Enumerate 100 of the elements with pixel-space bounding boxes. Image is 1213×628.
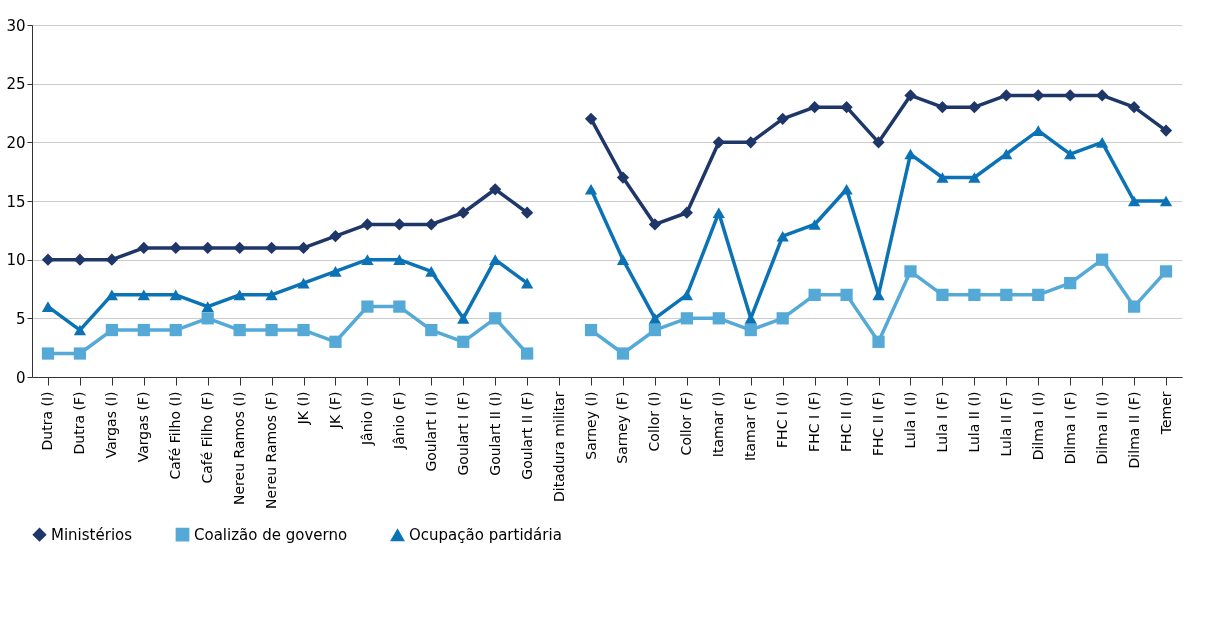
x-tick-label: Itamar (I) — [710, 391, 727, 458]
point — [521, 347, 534, 360]
point — [425, 218, 438, 231]
point — [648, 323, 662, 337]
point — [584, 323, 598, 337]
point — [521, 277, 534, 289]
point — [904, 89, 917, 102]
point — [425, 266, 438, 277]
point — [425, 323, 438, 337]
y-tick-label: 30 — [6, 16, 26, 35]
point — [393, 300, 406, 313]
point — [329, 266, 342, 277]
point — [1032, 288, 1045, 301]
point — [712, 312, 725, 325]
point — [137, 289, 150, 301]
point — [776, 312, 789, 325]
point — [808, 288, 821, 301]
x-tick-label: Goulart I (F) — [454, 391, 471, 476]
point — [648, 218, 662, 231]
x-tick-label: Temer — [1157, 391, 1174, 436]
x-tick-label: Nereu Ramos (I) — [231, 391, 248, 505]
point — [201, 241, 214, 255]
x-tick-label: Café Filho (F) — [199, 391, 216, 484]
x-tick-label: Dilma I (F) — [1061, 391, 1078, 465]
point — [233, 241, 246, 255]
point — [105, 323, 118, 337]
point — [329, 230, 342, 243]
y-tick-label: 0 — [15, 368, 26, 387]
point — [1096, 89, 1109, 102]
point — [297, 241, 310, 255]
x-tick-label: Lula I (I) — [901, 391, 918, 449]
point — [936, 172, 949, 183]
x-tick-label: Sarney (F) — [614, 391, 631, 464]
point — [73, 347, 87, 360]
point — [1127, 300, 1141, 313]
x-tick-label: JK (F) — [326, 391, 343, 430]
point — [457, 206, 470, 219]
point — [968, 172, 981, 183]
point — [73, 253, 87, 266]
point — [41, 253, 55, 266]
point — [1000, 148, 1013, 160]
point — [1159, 124, 1173, 137]
point — [808, 219, 821, 230]
x-tick-label: Goulart II (F) — [518, 391, 535, 480]
x-tick-label: Dilma I (I) — [1029, 391, 1046, 461]
point — [584, 112, 598, 125]
point — [840, 183, 853, 195]
point — [840, 288, 853, 301]
x-tick-label: Café Filho (I) — [167, 391, 184, 480]
point — [265, 323, 278, 337]
point — [233, 289, 246, 301]
point — [872, 335, 885, 348]
point — [73, 324, 87, 336]
point — [584, 183, 598, 195]
point — [457, 313, 470, 324]
point — [712, 207, 725, 219]
point — [680, 289, 693, 301]
point — [169, 289, 182, 301]
point — [616, 254, 630, 265]
x-tick-label: FHC I (I) — [774, 391, 791, 448]
point — [105, 289, 118, 301]
legend-label: Ministérios — [51, 525, 133, 544]
legend-label: Coalizão de governo — [194, 525, 348, 544]
x-tick-label: Lula II (F) — [997, 391, 1014, 457]
x-tick-label: Jânio (I) — [358, 391, 375, 447]
x-tick-label: FHC II (I) — [838, 391, 855, 453]
x-tick-label: Collor (I) — [646, 391, 663, 452]
point — [712, 136, 725, 149]
point — [137, 323, 150, 337]
point — [265, 241, 278, 255]
point — [840, 101, 853, 114]
point — [1064, 277, 1077, 290]
x-tick-label: Dilma II (F) — [1125, 391, 1142, 469]
point — [41, 301, 55, 312]
x-tick-label: JK (I) — [295, 391, 312, 426]
point — [936, 101, 949, 114]
x-tick-label: Lula II (I) — [965, 391, 982, 453]
x-tick-label: Vargas (F) — [135, 391, 152, 463]
y-tick-label: 10 — [6, 251, 26, 270]
point — [1096, 137, 1109, 148]
point — [1159, 265, 1173, 278]
point — [744, 323, 757, 337]
x-tick-label: Collor (F) — [678, 391, 695, 456]
y-tick-label: 25 — [6, 75, 26, 94]
point — [616, 171, 630, 184]
y-tick-label: 5 — [15, 309, 26, 328]
x-tick-label: Sarney (I) — [582, 391, 599, 460]
point — [1127, 195, 1141, 207]
point — [361, 254, 374, 265]
point — [680, 312, 693, 325]
point — [169, 323, 182, 337]
point — [680, 206, 693, 219]
point — [904, 265, 917, 278]
x-tick-label: Dutra (I) — [39, 391, 56, 451]
point — [393, 254, 406, 265]
point — [968, 101, 981, 114]
point — [904, 148, 917, 160]
point — [872, 136, 885, 149]
point — [361, 300, 374, 313]
point — [968, 288, 981, 301]
